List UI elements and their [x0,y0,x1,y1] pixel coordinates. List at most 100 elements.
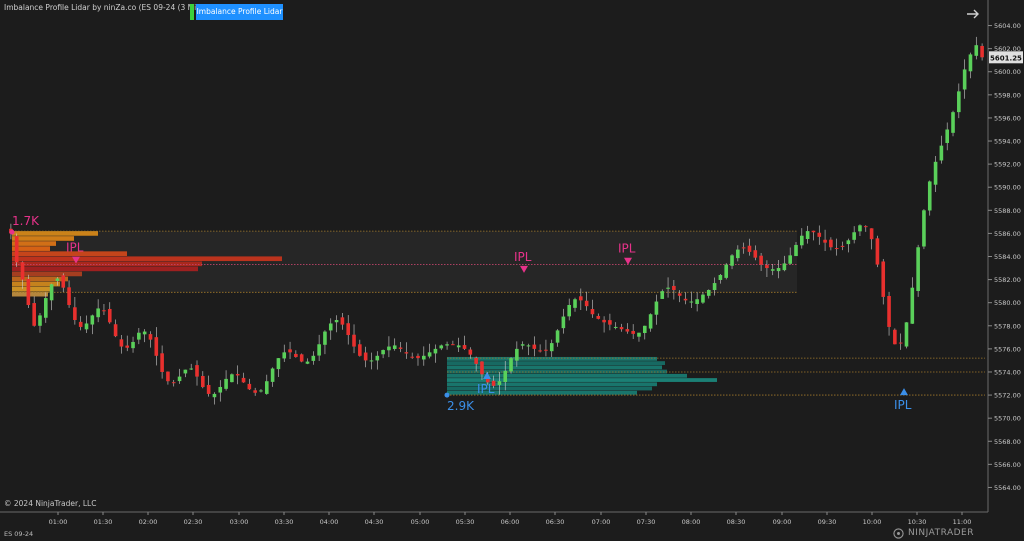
candle-body [102,310,106,312]
candle-body [933,161,938,185]
time-tick-label: 01:00 [49,518,68,526]
instrument-label: ES 09-24 [4,530,34,538]
candle-body [323,331,327,345]
candle-body [672,285,676,290]
candle-body [863,226,868,228]
candle-body [579,296,583,301]
scroll-right-arrow-icon[interactable] [965,6,981,22]
bottom-profile-bar [447,382,657,387]
candle-body [43,298,48,318]
candle-body [654,301,659,315]
candle-body [852,232,856,240]
time-tick-label: 06:30 [546,518,565,526]
price-tick-label: 5564.00 [994,484,1021,492]
candle-body [49,284,54,301]
candle-body [294,353,298,357]
time-tick-label: 07:30 [637,518,656,526]
ipl-sell-triangle-icon [520,265,528,273]
candle-body [398,347,403,349]
time-tick-label: 10:30 [908,518,927,526]
top-profile-bar [12,241,56,246]
candle-body [218,386,223,393]
candle-body [427,352,432,357]
last-price-tag [989,51,1023,64]
candle-body [916,247,920,291]
candle-body [561,316,566,329]
candle-body [602,319,606,323]
candle-body [730,255,734,266]
candle-body [230,374,234,383]
ipl-buy-label: IPL [894,398,912,412]
candle-body [904,322,909,347]
price-tick-label: 5568.00 [994,438,1021,446]
candle-body [736,249,740,259]
candle-body [311,355,316,361]
candle-body [119,339,124,347]
candle-body [439,345,444,349]
candle-body [596,315,601,319]
candle-body [20,262,25,280]
candle-body [759,255,763,265]
candle-body [683,298,688,301]
candle-body [608,320,612,325]
candle-body [962,69,967,90]
price-tick-label: 5598.00 [994,91,1021,99]
bottom-profile-bar [447,361,665,366]
ipl-sell-triangle-icon [72,256,80,264]
price-time-axes: 5564.00 5566.00 5568.00 5570.00 5572.00 5574.… [0,0,1023,526]
candle-body [166,371,170,382]
candle-body [259,390,263,392]
candle-body [927,181,932,211]
candle-body [363,352,368,361]
copyright-text: © 2024 NinjaTrader, LLC [4,499,97,508]
candle-body [805,231,810,239]
candle-body [456,345,461,348]
candle-body [515,348,519,361]
indicator-toggle-button[interactable]: Imbalance Profile Lidar [196,4,283,20]
candle-body [270,368,275,382]
candle-body [567,305,571,317]
candle-body [538,350,542,352]
candle-body [195,365,199,377]
candle-body [206,384,211,394]
candle-body [648,314,653,329]
candle-body [317,344,321,356]
candle-body [148,334,153,340]
bottom-profile-bar [447,390,637,395]
time-tick-label: 05:00 [411,518,430,526]
candle-body [829,239,833,248]
price-tick-label: 5594.00 [994,138,1021,146]
candle-body [555,330,560,343]
candle-body [753,250,758,258]
candle-body [840,245,845,247]
indicator-color-chip [190,4,194,20]
candle-body [235,374,240,376]
ipl-buy-triangle-icon [483,371,491,379]
candle-body [573,299,577,308]
candle-body [32,303,36,326]
candle-body [96,308,100,318]
candle-body [631,330,635,334]
candle-body [706,289,711,296]
candle-body [160,353,164,372]
candle-body [881,261,886,297]
candle-body [201,375,205,387]
candle-body [131,341,135,349]
candle-body [637,332,641,337]
top-profile-bar [12,281,60,287]
candle-body [451,344,455,346]
candle-body [811,230,816,233]
candle-body [387,346,391,351]
price-tick-label: 5584.00 [994,253,1021,261]
candle-body [78,321,83,327]
top-profile-bar [12,251,127,257]
candle-body [375,355,380,361]
candle-body [776,268,781,272]
top-profile-bar [12,261,202,267]
candle-body [945,129,950,143]
candle-body [154,337,159,356]
candle-body [625,329,630,332]
price-tick-label: 5602.00 [994,45,1021,53]
